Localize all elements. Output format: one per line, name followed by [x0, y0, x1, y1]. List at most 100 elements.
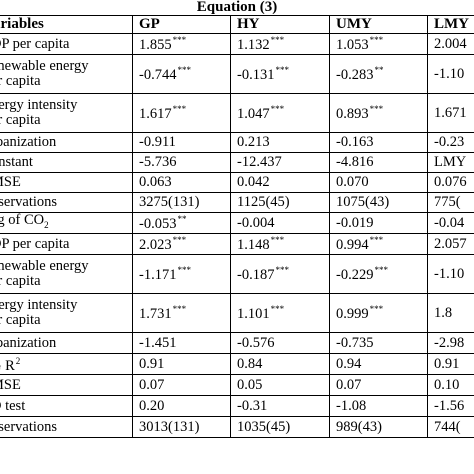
value-cell: -0.744*** — [132, 54, 231, 94]
header-label: ariables — [0, 16, 44, 33]
row-label-line: DP per capita — [0, 35, 70, 52]
row-label-line: er capita — [0, 273, 41, 289]
cell-value: -0.229 — [336, 266, 374, 283]
header-col-gp: GP — [132, 15, 231, 34]
value-cell: -0.229*** — [329, 254, 428, 294]
superscript: 2 — [15, 356, 21, 366]
row-label: bservations — [0, 192, 133, 213]
row-label-text: G R — [0, 358, 15, 374]
cell-value: 0.076 — [434, 174, 467, 190]
value-cell: 0.84 — [230, 353, 330, 375]
cell-value: 775( — [434, 194, 461, 210]
value-cell: 2.023*** — [132, 233, 231, 255]
table-row: D test 0.20 -0.31 -1.08 -1.56 — [0, 395, 474, 417]
value-cell: 0.05 — [230, 374, 330, 396]
significance-stars: *** — [369, 303, 384, 314]
value-cell: 0.042 — [230, 172, 330, 193]
significance-stars: *** — [172, 234, 187, 245]
significance-stars: *** — [369, 234, 384, 245]
row-label-text: ag of CO — [0, 212, 45, 229]
cell-value: 1.8 — [434, 304, 453, 321]
header-label: LMY — [434, 16, 469, 33]
value-cell: -0.163 — [329, 132, 428, 153]
cell-value: -0.004 — [237, 214, 275, 231]
row-label-line: nergy intensity — [0, 297, 78, 313]
row-label-line: onstant — [0, 154, 33, 170]
value-cell: 0.07 — [132, 374, 231, 396]
value-cell: 1.731*** — [132, 293, 231, 333]
row-label: onstant — [0, 152, 133, 173]
value-cell: 1.671 — [427, 93, 474, 133]
cell-value: 1.148 — [237, 236, 270, 253]
row-label: ag of CO2 — [0, 212, 133, 234]
cell-value: 0.10 — [434, 376, 460, 393]
value-cell: -0.911 — [132, 132, 231, 153]
value-cell: 744( — [427, 416, 474, 438]
cell-value: 0.84 — [237, 355, 263, 372]
significance-stars: *** — [177, 64, 191, 75]
value-cell: 0.91 — [427, 353, 474, 375]
significance-stars: *** — [369, 34, 384, 45]
row-label-line: MSE — [0, 376, 21, 393]
value-cell: -2.98 — [427, 332, 474, 354]
row-label-line: D test — [0, 397, 26, 414]
subscript: 2 — [44, 219, 49, 230]
significance-stars: ** — [374, 64, 384, 75]
table-row: rbanization -0.911 0.213 -0.163 -0.23 — [0, 132, 474, 153]
significance-stars: *** — [172, 103, 187, 114]
cell-value: -0.187 — [237, 266, 275, 283]
value-cell: -0.004 — [230, 212, 330, 234]
header-label: HY — [237, 16, 260, 33]
value-cell: -0.053** — [132, 212, 231, 234]
cell-value: 2.023 — [139, 236, 172, 253]
row-label: DP per capita — [0, 33, 133, 55]
cell-value: 0.91 — [139, 355, 165, 372]
cell-value: -0.735 — [336, 334, 374, 351]
cell-value: 989(43) — [336, 418, 382, 435]
value-cell: 0.994*** — [329, 233, 428, 255]
significance-stars: *** — [369, 103, 384, 114]
value-cell: 1.855*** — [132, 33, 231, 55]
value-cell: 1.132*** — [230, 33, 330, 55]
value-cell: -0.283** — [329, 54, 428, 94]
significance-stars: ** — [177, 213, 187, 224]
cell-value: 2.057 — [434, 235, 467, 252]
value-cell: 2.057 — [427, 233, 474, 255]
header-label: GP — [139, 16, 160, 33]
cell-value: 1.101 — [237, 305, 270, 322]
table-row: onstant -5.736 -12.437 -4.816 LMY — [0, 152, 474, 173]
value-cell: -4.816 — [329, 152, 428, 173]
cell-value: LMY — [434, 154, 467, 170]
significance-stars: *** — [172, 34, 187, 45]
header-col-hy: HY — [230, 15, 330, 34]
regression-table: ariablesGPHYUMYLMYDP per capita1.855***1… — [0, 15, 474, 438]
value-cell: -1.56 — [427, 395, 474, 417]
cell-value: -0.744 — [139, 66, 177, 83]
row-label-line: rbanization — [0, 334, 57, 351]
cell-value: 2.004 — [434, 35, 467, 52]
value-cell: -0.131*** — [230, 54, 330, 94]
table-row: bservations 3013(131) 1035(45) 989(43) 744( — [0, 416, 474, 438]
value-cell: -0.187*** — [230, 254, 330, 294]
row-label-line: enewable energy — [0, 58, 89, 74]
cell-value: 0.07 — [336, 376, 362, 393]
lag-co2-row: ag of CO2-0.053**-0.004-0.019-0.04 — [0, 212, 474, 234]
row-label: enewable energyer capita — [0, 254, 133, 294]
cell-value: -1.10 — [434, 65, 465, 82]
value-cell: 1.148*** — [230, 233, 330, 255]
cell-value: 1.671 — [434, 104, 467, 121]
value-cell: 0.213 — [230, 132, 330, 153]
table-row: rbanization -1.451 -0.576 -0.735 -2.98 — [0, 332, 474, 354]
cell-value: -12.437 — [237, 154, 282, 170]
row-label-line: DP per capita — [0, 235, 70, 252]
table-row: DP per capita1.855***1.132***1.053***2.0… — [0, 33, 474, 55]
table-caption: Equation (3) — [196, 0, 278, 15]
significance-stars: *** — [275, 64, 289, 75]
cell-value: 0.05 — [237, 376, 263, 393]
cell-value: 0.20 — [139, 397, 165, 414]
row-label: bservations — [0, 416, 133, 438]
header-col-lmy: LMY — [427, 15, 474, 34]
value-cell: 0.070 — [329, 172, 428, 193]
cell-value: -0.576 — [237, 334, 275, 351]
cell-value: 0.91 — [434, 355, 460, 372]
